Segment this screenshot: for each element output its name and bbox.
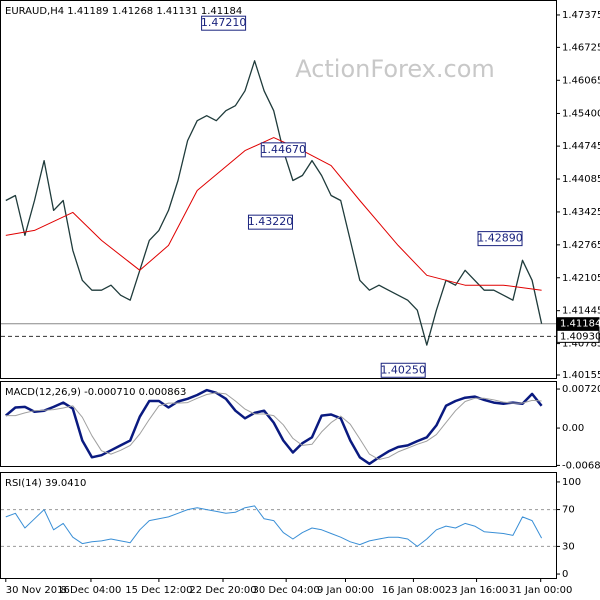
price-label: 1.41184 (560, 319, 600, 330)
x-tick-label: 9 Jan 00:00 (317, 585, 374, 596)
panel-title: EURAUD,H4 1.41189 1.41268 1.41131 1.4118… (5, 6, 242, 17)
series-line (5, 392, 542, 460)
y-tick-label: 0.007201 (562, 384, 600, 395)
y-tick-label: 1.46725 (562, 42, 600, 53)
y-tick-label: 0.00 (562, 423, 584, 434)
series-line (4, 388, 543, 466)
rsi-panel (0, 472, 557, 579)
y-tick-label: 1.46065 (562, 75, 600, 86)
annotation-box (260, 142, 306, 158)
series-line (5, 137, 542, 291)
x-tick-label: 30 Nov 2016 (6, 585, 70, 596)
annotation-box (247, 214, 293, 230)
y-tick-label: 1.47375 (562, 10, 600, 21)
price-label-box (556, 317, 600, 331)
y-tick-label: 1.41445 (562, 306, 600, 317)
y-tick-label: 1.42765 (562, 240, 600, 251)
annotation-label: 1.44670 (261, 143, 307, 156)
y-tick-label: 1.40785 (562, 339, 600, 350)
annotation-label: 1.40250 (380, 363, 426, 376)
annotation-box (201, 15, 247, 31)
y-tick-label: 1.42105 (562, 273, 600, 284)
x-tick-label: 16 Jan 08:00 (382, 585, 445, 596)
annotation-label: 1.42890 (477, 232, 523, 245)
price-label: 1.40930 (560, 331, 600, 342)
x-tick-label: 31 Jan 00:00 (509, 585, 572, 596)
price-label-box (556, 329, 600, 343)
y-tick-label: 30 (562, 541, 575, 552)
annotation-box (380, 362, 426, 378)
annotation-label: 1.43220 (248, 215, 294, 228)
panel-title: MACD(12,26,9) -0.000710 0.000863 (5, 387, 186, 398)
y-tick-label: -0.006888 (562, 460, 600, 471)
annotation-label: 1.47210 (201, 16, 247, 29)
y-tick-label: 100 (562, 477, 581, 488)
y-tick-label: 1.45400 (562, 108, 600, 119)
panel-title: RSI(14) 39.0410 (5, 478, 86, 489)
watermark: ActionForex.com (295, 55, 495, 83)
y-tick-label: 1.44085 (562, 174, 600, 185)
y-tick-label: 0 (562, 569, 568, 580)
x-tick-label: 30 Dec 04:00 (253, 585, 320, 596)
macd-panel (0, 381, 557, 467)
price-panel (0, 0, 557, 379)
x-tick-label: 23 Jan 16:00 (445, 585, 508, 596)
x-tick-label: 15 Dec 12:00 (125, 585, 192, 596)
y-tick-label: 1.43425 (562, 207, 600, 218)
series-line (5, 60, 543, 346)
series-line (5, 505, 543, 547)
y-tick-label: 1.40155 (562, 370, 600, 381)
x-tick-label: 8 Dec 04:00 (61, 585, 122, 596)
y-tick-label: 70 (562, 505, 575, 516)
x-tick-label: 22 Dec 20:00 (189, 585, 256, 596)
y-tick-label: 1.44745 (562, 141, 600, 152)
annotation-box (477, 231, 523, 247)
